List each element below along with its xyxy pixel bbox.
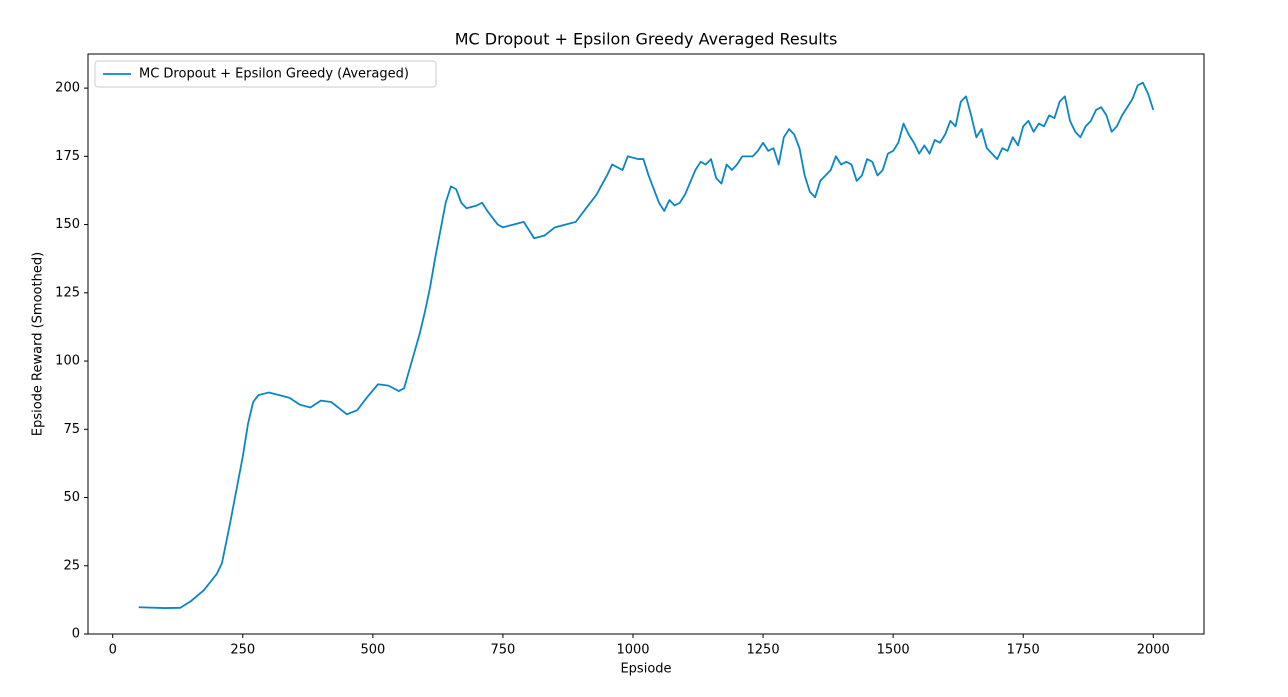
y-tick-label: 175 — [55, 149, 80, 164]
x-tick-label: 500 — [360, 643, 385, 658]
y-tick-label: 0 — [72, 627, 80, 642]
x-tick-label: 1000 — [616, 643, 649, 658]
line-series — [138, 81, 1155, 609]
y-tick-label: 125 — [55, 285, 80, 300]
y-axis-label: Epsiode Reward (Smoothed) — [31, 252, 46, 436]
x-tick-label: 0 — [109, 643, 117, 658]
legend-box — [94, 60, 437, 88]
chart-title: MC Dropout + Epsilon Greedy Averaged Res… — [455, 30, 838, 49]
x-tick-label: 1750 — [1007, 643, 1040, 658]
y-tick-label: 100 — [55, 354, 80, 369]
y-tick-label: 200 — [55, 81, 80, 96]
y-tick-label: 50 — [63, 490, 80, 505]
y-tick-label: 75 — [63, 422, 80, 437]
x-tick-label: 250 — [230, 643, 255, 658]
x-tick-label: 1250 — [747, 643, 780, 658]
x-tick-label: 750 — [491, 643, 516, 658]
x-tick-label: 2000 — [1137, 643, 1170, 658]
plot-frame — [87, 53, 1205, 635]
x-tick-label: 1500 — [877, 643, 910, 658]
y-tick-label: 25 — [63, 558, 80, 573]
y-tick-label: 150 — [55, 217, 80, 232]
legend-label: MC Dropout + Epsilon Greedy (Averaged) — [139, 67, 409, 82]
x-axis-label: Epsiode — [620, 662, 671, 677]
